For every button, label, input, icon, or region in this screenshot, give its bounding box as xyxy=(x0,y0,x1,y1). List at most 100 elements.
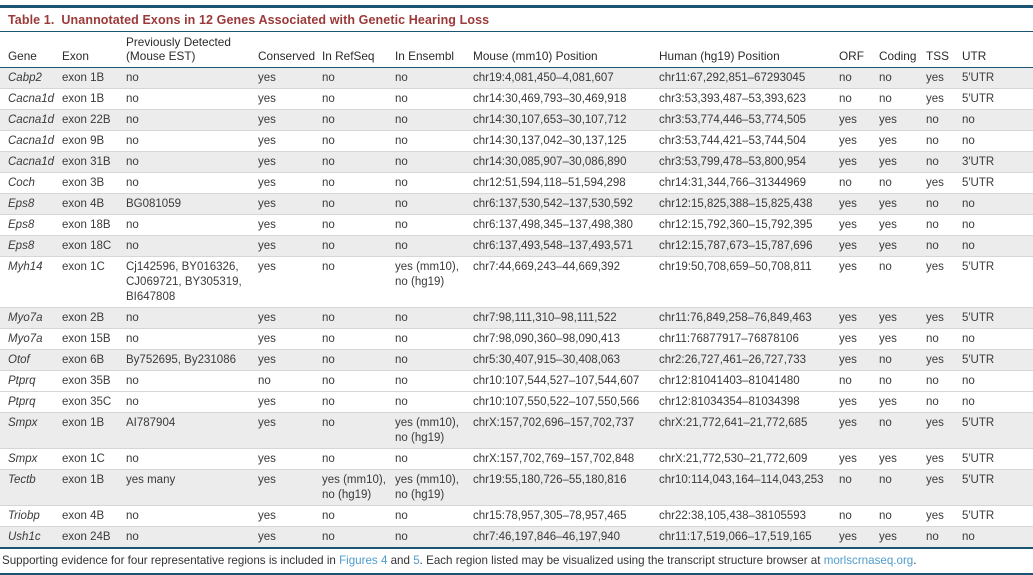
cell-gene: Ptprq xyxy=(8,375,36,387)
cell-in-ensembl: no xyxy=(395,198,408,210)
cell-exon: exon 1B xyxy=(62,417,105,429)
cell-tss: yes xyxy=(926,510,944,522)
footer-text: Supporting evidence for four representat… xyxy=(2,554,340,567)
table-row: Ptprq exon 35B no no no no chr10:107,544,527–1… xyxy=(0,370,1033,392)
cell-human-position: chr19:50,708,659–50,708,811 xyxy=(659,261,812,273)
cell-tss: no xyxy=(926,396,939,408)
cell-tss: yes xyxy=(926,474,944,486)
cell-exon: exon 1B xyxy=(62,72,105,84)
cell-gene: Cacna1d xyxy=(8,135,55,147)
cell-prev-detected: no xyxy=(126,72,139,84)
cell-conserved: yes xyxy=(258,531,276,543)
cell-gene: Eps8 xyxy=(8,198,35,210)
cell-utr: no xyxy=(962,198,975,210)
cell-orf: no xyxy=(839,177,852,189)
cell-orf: yes xyxy=(839,219,857,231)
cell-gene: Otof xyxy=(8,354,30,366)
cell-conserved: yes xyxy=(258,261,276,273)
cell-tss: yes xyxy=(926,177,944,189)
cell-utr: 5′UTR xyxy=(962,354,995,366)
cell-conserved: yes xyxy=(258,354,276,366)
column-header-mouse-position: Mouse (mm10) Position xyxy=(473,32,659,68)
cell-human-position: chr11:67,292,851–67293045 xyxy=(659,72,806,84)
cell-in-ensembl: no xyxy=(395,531,408,543)
cell-in-ensembl: no xyxy=(395,114,408,126)
cell-tss: yes xyxy=(926,93,944,105)
cell-utr: no xyxy=(962,135,975,147)
cell-exon: exon 18B xyxy=(62,219,111,231)
cell-prev-detected: no xyxy=(126,510,139,522)
column-header-tss: TSS xyxy=(926,32,962,68)
cell-coding: yes xyxy=(879,240,897,252)
table-row: Cabp2 exon 1B no yes no no chr19:4,081,450–4,0… xyxy=(0,67,1033,89)
table-row: Cacna1d exon 1B no yes no no chr14:30,469,793–… xyxy=(0,88,1033,110)
cell-orf: no xyxy=(839,72,852,84)
cell-conserved: yes xyxy=(258,177,276,189)
cell-mouse-position: chr7:46,197,846–46,197,940 xyxy=(473,531,621,543)
cell-tss: yes xyxy=(926,72,944,84)
cell-in-ensembl: no xyxy=(395,312,408,324)
cell-utr: 5′UTR xyxy=(962,417,995,429)
cell-human-position: chr11:17,519,066–17,519,165 xyxy=(659,531,812,543)
cell-gene: Cacna1d xyxy=(8,93,55,105)
cell-mouse-position: chr7:98,090,360–98,090,413 xyxy=(473,333,621,345)
cell-orf: yes xyxy=(839,156,857,168)
cell-tss: no xyxy=(926,135,939,147)
footer-link[interactable]: Figures 4 xyxy=(339,554,388,567)
cell-mouse-position: chrX:157,702,769–157,702,848 xyxy=(473,453,635,465)
cell-in-ensembl: no xyxy=(395,72,408,84)
cell-coding: no xyxy=(879,93,892,105)
cell-in-ensembl: yes (mm10), no (hg19) xyxy=(395,474,459,501)
cell-prev-detected: no xyxy=(126,453,139,465)
cell-tss: no xyxy=(926,156,939,168)
cell-coding: no xyxy=(879,177,892,189)
title-rule xyxy=(0,31,1033,32)
cell-prev-detected: By752695, By231086 xyxy=(126,354,236,366)
cell-gene: Smpx xyxy=(8,417,38,429)
cell-gene: Eps8 xyxy=(8,240,35,252)
cell-mouse-position: chr6:137,493,548–137,493,571 xyxy=(473,240,633,252)
cell-in-ensembl: yes (mm10), no (hg19) xyxy=(395,417,459,444)
cell-prev-detected: no xyxy=(126,240,139,252)
cell-in-ensembl: no xyxy=(395,219,408,231)
cell-conserved: yes xyxy=(258,453,276,465)
cell-mouse-position: chr19:55,180,726–55,180,816 xyxy=(473,474,627,486)
column-header-utr: UTR xyxy=(962,32,1033,68)
cell-prev-detected: no xyxy=(126,531,139,543)
cell-human-position: chr3:53,744,421–53,744,504 xyxy=(659,135,807,147)
cell-gene: Smpx xyxy=(8,453,38,465)
cell-prev-detected: no xyxy=(126,219,139,231)
cell-coding: no xyxy=(879,375,892,387)
cell-in-refseq: no xyxy=(322,93,335,105)
footer-text: . Each region listed may be visualized u… xyxy=(419,554,824,567)
cell-orf: yes xyxy=(839,531,857,543)
cell-in-refseq: no xyxy=(322,396,335,408)
cell-coding: no xyxy=(879,474,892,486)
cell-mouse-position: chr6:137,530,542–137,530,592 xyxy=(473,198,633,210)
cell-utr: 3′UTR xyxy=(962,156,995,168)
cell-mouse-position: chr14:30,085,907–30,086,890 xyxy=(473,156,627,168)
exon-data-table: Gene Exon Previously Detected (Mouse EST) C… xyxy=(0,32,1033,547)
cell-utr: no xyxy=(962,333,975,345)
cell-gene: Cabp2 xyxy=(8,72,42,84)
footer-link[interactable]: morlscrnaseq.org xyxy=(823,554,914,567)
cell-tss: no xyxy=(926,240,939,252)
cell-orf: no xyxy=(839,93,852,105)
table-title-text: Unannotated Exons in 12 Genes Associated… xyxy=(61,13,490,27)
cell-mouse-position: chr15:78,957,305–78,957,465 xyxy=(473,510,627,522)
top-rule xyxy=(0,5,1033,8)
cell-coding: no xyxy=(879,72,892,84)
cell-coding: yes xyxy=(879,114,897,126)
column-header-conserved: Conserved xyxy=(258,32,322,68)
cell-in-refseq: no xyxy=(322,72,335,84)
cell-exon: exon 35B xyxy=(62,375,111,387)
cell-conserved: no xyxy=(258,375,271,387)
cell-mouse-position: chr14:30,469,793–30,469,918 xyxy=(473,93,627,105)
footer-text: and xyxy=(387,554,414,567)
cell-utr: no xyxy=(962,114,975,126)
cell-exon: exon 31B xyxy=(62,156,111,168)
table-row: Cacna1d exon 9B no yes no no chr14:30,137,042–… xyxy=(0,130,1033,152)
cell-conserved: yes xyxy=(258,135,276,147)
cell-exon: exon 1B xyxy=(62,474,105,486)
cell-mouse-position: chr6:137,498,345–137,498,380 xyxy=(473,219,633,231)
